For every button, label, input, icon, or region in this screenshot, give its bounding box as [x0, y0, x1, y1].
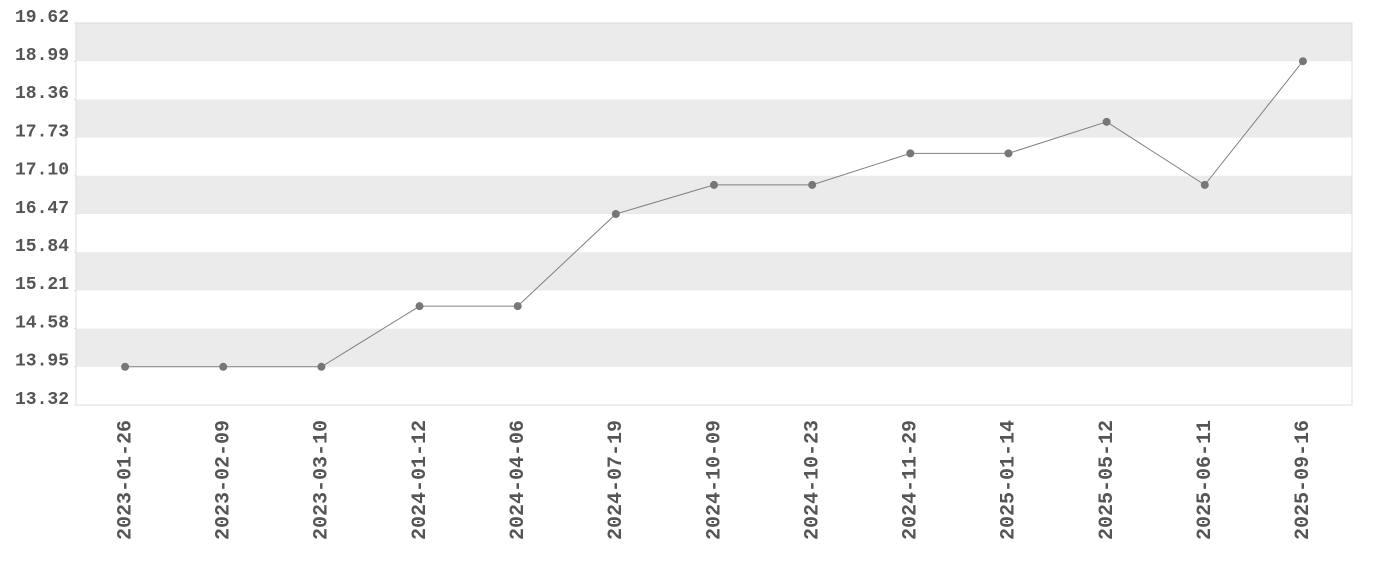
- point: [808, 180, 817, 189]
- y-tick-label: 13.32: [15, 390, 69, 410]
- stripe: [76, 328, 1352, 367]
- stripe: [76, 252, 1352, 291]
- point: [1200, 180, 1209, 189]
- point: [1004, 149, 1013, 158]
- y-tick-label: 18.36: [15, 84, 69, 104]
- point: [415, 302, 424, 311]
- x-tick-label: 2024-10-23: [801, 420, 824, 540]
- y-tick-label: 15.84: [15, 237, 69, 257]
- point: [317, 362, 326, 371]
- y-tick-label: 17.73: [15, 122, 69, 142]
- y-tick-label: 18.99: [15, 46, 69, 66]
- x-tick-label: 2025-01-14: [998, 420, 1021, 540]
- x-tick-label: 2025-09-16: [1292, 420, 1315, 540]
- stripe: [76, 99, 1352, 138]
- x-tick-label: 2023-02-09: [213, 420, 236, 540]
- y-tick-label: 19.62: [15, 8, 69, 28]
- bands: [76, 23, 1352, 367]
- point: [513, 302, 522, 311]
- point: [906, 149, 915, 158]
- y-tick-label: 17.10: [15, 161, 69, 181]
- x-tick-label: 2024-07-19: [605, 420, 628, 540]
- stripe: [76, 23, 1352, 62]
- point: [1102, 117, 1111, 126]
- x-tick-label: 2023-01-26: [114, 420, 137, 540]
- y-tick-label: 14.58: [15, 313, 69, 333]
- x-tick-label: 2025-05-12: [1096, 420, 1119, 540]
- point: [710, 180, 718, 189]
- y-tick-label: 15.21: [15, 275, 69, 295]
- x-tick-label: 2024-01-12: [409, 420, 432, 540]
- y-tick-label: 16.47: [15, 199, 69, 219]
- x-tick-label: 2024-11-29: [900, 420, 923, 540]
- point: [121, 362, 130, 371]
- x-tick-label: 2024-10-09: [703, 420, 726, 540]
- point: [219, 362, 228, 371]
- y-tick-label: 13.95: [15, 352, 69, 372]
- x-tick-label: 2025-06-11: [1194, 420, 1217, 540]
- x-tick-label: 2024-04-06: [507, 420, 530, 540]
- point: [1298, 57, 1307, 66]
- point: [611, 210, 620, 218]
- x-tick-label: 2023-03-10: [311, 420, 334, 540]
